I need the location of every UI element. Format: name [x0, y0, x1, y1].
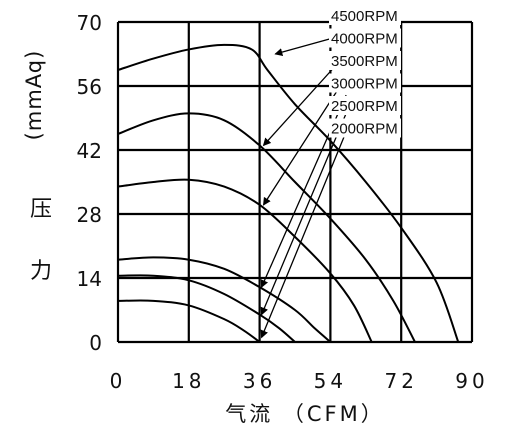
legend-bg-3500rpm	[329, 51, 401, 70]
curve-2500rpm	[117, 274, 296, 343]
x-tick-label: 18	[172, 369, 205, 393]
y-tick-label: 42	[77, 139, 102, 163]
legend-bg-3000rpm	[329, 73, 401, 93]
curve-3000rpm	[117, 256, 332, 343]
legend-layer: 4500RPM 4000RPM 3500RPM 3000RPM 2500RPM 2000R…	[329, 6, 401, 138]
y-tick-label: 56	[77, 75, 102, 99]
legend-2500rpm: 2500RPM	[331, 98, 398, 115]
y-axis-title-char: 压	[30, 197, 52, 222]
y-tick-label: 28	[77, 203, 102, 227]
y-axis-unit: (mmAq)	[22, 50, 46, 141]
x-tick-label: 54	[314, 369, 347, 393]
arrow-2000rpm	[260, 131, 347, 339]
label-layer: 气流 （CFM） (mmAq) 压力	[22, 50, 385, 426]
x-tick-label: 36	[243, 369, 276, 393]
y-axis-title-char: 力	[30, 259, 52, 284]
legend-2000rpm: 2000RPM	[331, 121, 398, 138]
curve-4500rpm	[117, 43, 460, 343]
y-tick-label: 70	[77, 11, 102, 35]
y-tick-label: 14	[77, 267, 102, 291]
curve-4000rpm	[117, 112, 416, 343]
x-tick-label: 0	[110, 369, 127, 393]
x-axis-title: 气流 （CFM）	[225, 402, 385, 426]
legend-3000rpm: 3000RPM	[331, 76, 398, 93]
legend-3500rpm: 3500RPM	[331, 53, 398, 70]
legend-bg-4500rpm	[329, 6, 401, 25]
x-tick-label: 90	[455, 369, 488, 393]
arrow-2500rpm	[260, 113, 347, 316]
curve-layer	[117, 43, 460, 343]
legend-bg-2500rpm	[329, 96, 401, 115]
legend-4500rpm: 4500RPM	[331, 8, 398, 25]
tick-layer: 0 18 36 54 72 90 0 14 28 42 56 70	[77, 11, 488, 393]
curve-2000rpm	[117, 299, 261, 343]
x-tick-label: 72	[384, 369, 417, 393]
legend-4000rpm: 4000RPM	[331, 31, 398, 48]
y-tick-label: 0	[89, 331, 102, 355]
legend-bg-4000rpm	[329, 28, 401, 48]
legend-bg-2000rpm	[329, 118, 401, 138]
curve-3500rpm	[117, 178, 373, 343]
grid-layer	[116, 20, 474, 344]
